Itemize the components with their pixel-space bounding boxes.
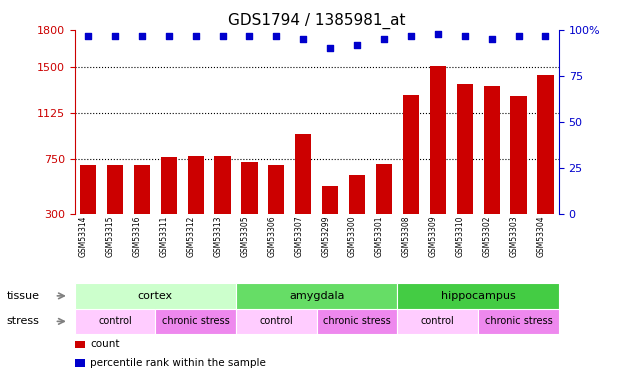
Text: stress: stress: [7, 316, 40, 326]
Point: [460, 33, 469, 39]
Bar: [322, 186, 338, 250]
Bar: [80, 165, 96, 250]
Text: chronic stress: chronic stress: [484, 316, 553, 326]
Text: GSM53299: GSM53299: [321, 216, 330, 257]
Point: [83, 33, 93, 39]
Bar: [107, 165, 123, 250]
Text: cortex: cortex: [138, 291, 173, 301]
Bar: [397, 309, 478, 334]
Point: [379, 36, 389, 42]
Text: GSM53306: GSM53306: [268, 216, 276, 258]
Bar: [349, 174, 365, 250]
Bar: [456, 84, 473, 251]
Point: [325, 45, 335, 51]
Text: percentile rank within the sample: percentile rank within the sample: [90, 358, 266, 368]
Bar: [236, 283, 397, 309]
Bar: [376, 164, 392, 250]
Bar: [75, 309, 155, 334]
Bar: [134, 165, 150, 250]
Bar: [295, 134, 311, 250]
Point: [191, 33, 201, 39]
Point: [271, 33, 281, 39]
Text: chronic stress: chronic stress: [323, 316, 391, 326]
Text: GSM53307: GSM53307: [294, 216, 303, 258]
Bar: [397, 283, 559, 309]
Text: GSM53301: GSM53301: [375, 216, 384, 257]
Text: GSM53305: GSM53305: [240, 216, 250, 258]
Bar: [430, 66, 446, 251]
Point: [298, 36, 308, 42]
Text: count: count: [90, 339, 119, 349]
Text: GSM53316: GSM53316: [133, 216, 142, 257]
Text: control: control: [260, 316, 293, 326]
Text: GSM53304: GSM53304: [537, 216, 545, 258]
Bar: [403, 95, 419, 250]
Point: [137, 33, 147, 39]
Bar: [537, 75, 553, 250]
Text: GSM53302: GSM53302: [483, 216, 492, 257]
Text: tissue: tissue: [7, 291, 40, 301]
Text: GSM53313: GSM53313: [214, 216, 222, 257]
Text: hippocampus: hippocampus: [441, 291, 515, 301]
Text: GSM53303: GSM53303: [510, 216, 519, 258]
Text: control: control: [98, 316, 132, 326]
Point: [540, 33, 550, 39]
Point: [487, 36, 497, 42]
Point: [110, 33, 120, 39]
Point: [352, 42, 362, 48]
Text: GSM53312: GSM53312: [187, 216, 196, 257]
Text: amygdala: amygdala: [289, 291, 345, 301]
Text: control: control: [421, 316, 455, 326]
Point: [514, 33, 524, 39]
Point: [433, 31, 443, 37]
Bar: [188, 156, 204, 251]
Bar: [155, 309, 236, 334]
Bar: [75, 283, 236, 309]
Bar: [242, 162, 258, 250]
Bar: [214, 156, 230, 251]
Bar: [236, 309, 317, 334]
Point: [245, 33, 255, 39]
Text: GSM53314: GSM53314: [79, 216, 88, 257]
Bar: [484, 86, 500, 251]
Text: chronic stress: chronic stress: [161, 316, 230, 326]
Point: [217, 33, 227, 39]
Bar: [75, 340, 85, 348]
Text: GSM53309: GSM53309: [429, 216, 438, 258]
Bar: [161, 158, 177, 250]
Title: GDS1794 / 1385981_at: GDS1794 / 1385981_at: [228, 12, 406, 28]
Text: GSM53300: GSM53300: [348, 216, 357, 258]
Point: [164, 33, 174, 39]
Bar: [478, 309, 559, 334]
Text: GSM53311: GSM53311: [160, 216, 169, 257]
Bar: [75, 359, 85, 367]
Text: GSM53315: GSM53315: [106, 216, 115, 257]
Text: GSM53308: GSM53308: [402, 216, 411, 257]
Bar: [510, 96, 527, 250]
Text: GSM53310: GSM53310: [456, 216, 465, 257]
Bar: [317, 309, 397, 334]
Point: [406, 33, 416, 39]
Bar: [268, 165, 284, 250]
